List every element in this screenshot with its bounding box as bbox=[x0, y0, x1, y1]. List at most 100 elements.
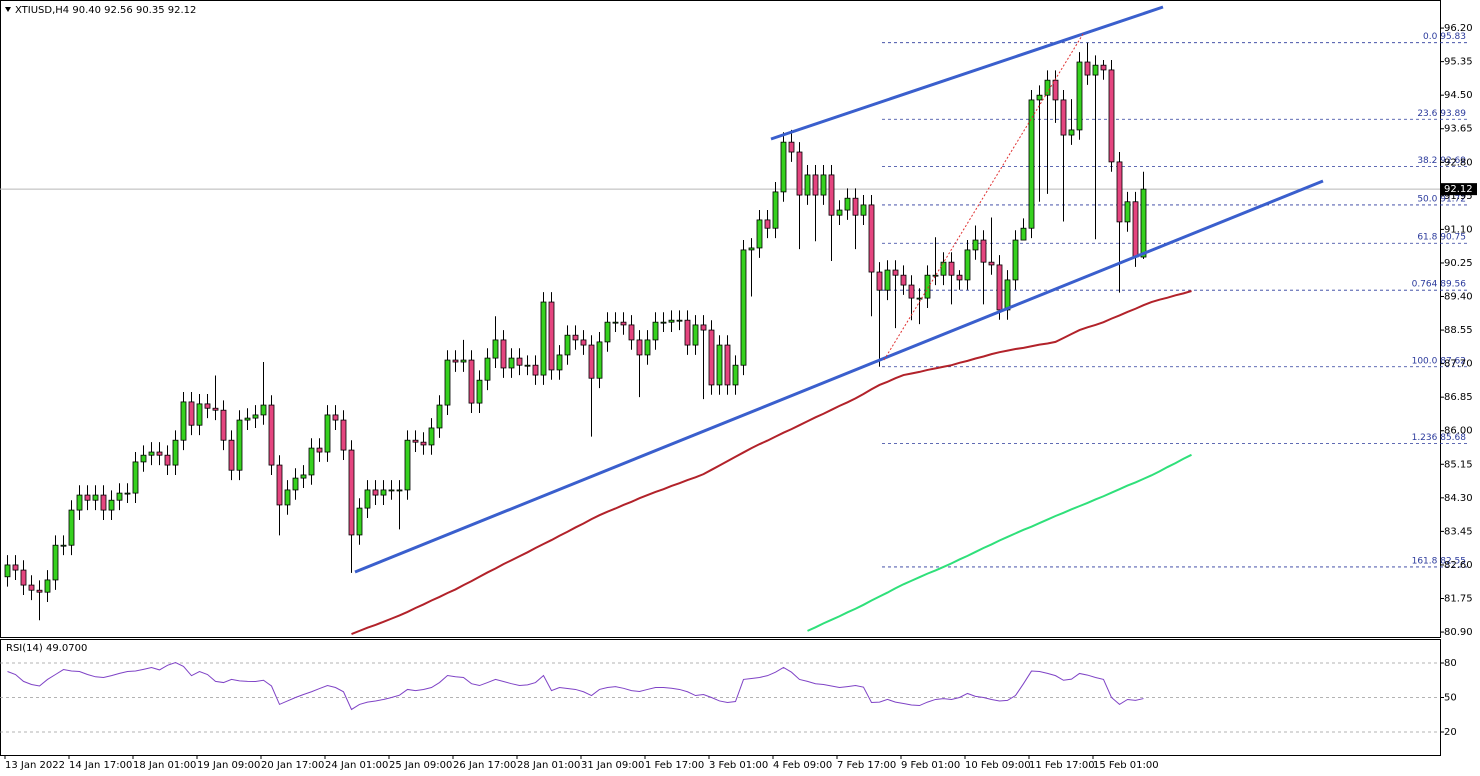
candle-body bbox=[924, 274, 931, 299]
moving-averages bbox=[7, 290, 1192, 711]
candle-body bbox=[844, 197, 851, 211]
candle-body bbox=[660, 321, 667, 324]
x-tick-label: 14 Jan 17:00 bbox=[69, 760, 132, 771]
y-tick-label: 91.95 bbox=[1444, 191, 1473, 202]
candle-body bbox=[796, 151, 803, 196]
moving-average bbox=[807, 453, 1192, 632]
y-tick-label: 90.25 bbox=[1444, 258, 1473, 269]
candle-body bbox=[164, 454, 171, 466]
candle-body bbox=[236, 419, 243, 471]
candle-body bbox=[412, 439, 419, 443]
candle-body bbox=[396, 489, 403, 492]
x-tick-label: 9 Feb 01:00 bbox=[901, 760, 960, 771]
y-tick-label: 95.35 bbox=[1444, 57, 1473, 68]
candle-body bbox=[532, 364, 539, 376]
y-tick-label: 83.45 bbox=[1444, 526, 1473, 537]
candle-body bbox=[980, 239, 987, 263]
y-tick-label: 94.50 bbox=[1444, 90, 1473, 101]
candle-body bbox=[28, 584, 35, 591]
candle-body bbox=[428, 427, 435, 446]
rsi-tick-label: 20 bbox=[1444, 727, 1457, 738]
y-tick-label: 85.15 bbox=[1444, 459, 1473, 470]
candle-body bbox=[316, 447, 323, 453]
x-tick-label: 3 Feb 01:00 bbox=[709, 760, 768, 771]
candle-body bbox=[484, 357, 491, 381]
candle-body bbox=[820, 174, 827, 196]
candle-body bbox=[908, 284, 915, 299]
x-tick-label: 20 Jan 17:00 bbox=[261, 760, 324, 771]
y-tick-label: 87.70 bbox=[1444, 359, 1473, 370]
y-tick-label: 88.55 bbox=[1444, 325, 1473, 336]
candle-body bbox=[1012, 239, 1019, 281]
y-tick-label: 84.30 bbox=[1444, 493, 1473, 504]
y-tick-label: 86.85 bbox=[1444, 392, 1473, 403]
candle-body bbox=[356, 507, 363, 536]
candle-body bbox=[996, 264, 1003, 311]
candle-body bbox=[828, 174, 835, 216]
candle-body bbox=[476, 379, 483, 404]
candle-body bbox=[68, 509, 75, 546]
candle-body bbox=[268, 404, 275, 466]
y-tick-label: 91.10 bbox=[1444, 224, 1473, 235]
candle-body bbox=[692, 324, 699, 346]
y-tick-label: 92.80 bbox=[1444, 157, 1473, 168]
candle-body bbox=[76, 494, 83, 511]
candle-body bbox=[988, 261, 995, 266]
x-tick-label: 4 Feb 09:00 bbox=[773, 760, 832, 771]
candle-body bbox=[420, 441, 427, 446]
candle-body bbox=[1084, 61, 1091, 76]
candle-body bbox=[300, 474, 307, 479]
candle-body bbox=[452, 359, 459, 363]
fib-label: 1.236 85.68 bbox=[1412, 433, 1467, 443]
y-tick-label: 89.40 bbox=[1444, 292, 1473, 303]
candle-body bbox=[804, 174, 811, 196]
candle-body bbox=[1036, 94, 1043, 101]
candle-body bbox=[172, 439, 179, 466]
candles bbox=[4, 42, 1147, 621]
candle-body bbox=[852, 197, 859, 216]
candle-body bbox=[348, 449, 355, 536]
x-tick-label: 28 Jan 01:00 bbox=[517, 760, 580, 771]
x-tick-label: 18 Jan 01:00 bbox=[133, 760, 196, 771]
x-tick-label: 11 Feb 17:00 bbox=[1029, 760, 1095, 771]
candle-body bbox=[748, 247, 755, 251]
candle-body bbox=[388, 489, 395, 492]
candle-body bbox=[724, 344, 731, 386]
candle-body bbox=[196, 403, 203, 426]
candle-body bbox=[1004, 279, 1011, 311]
candle-body bbox=[684, 319, 691, 346]
candle-body bbox=[60, 544, 67, 547]
y-tick-label: 86.00 bbox=[1444, 426, 1473, 437]
candle-body bbox=[36, 589, 43, 593]
candle-body bbox=[972, 239, 979, 251]
candle-body bbox=[276, 464, 283, 506]
candle-body bbox=[140, 454, 147, 463]
rsi-label: RSI(14) 49.0700 bbox=[6, 643, 87, 654]
candle-body bbox=[508, 357, 515, 369]
candle-body bbox=[1108, 69, 1115, 163]
candle-body bbox=[1100, 64, 1107, 71]
candle-body bbox=[460, 359, 467, 363]
fib-label: 100.0 87.62 bbox=[1412, 356, 1466, 366]
candle-body bbox=[572, 334, 579, 341]
x-tick-label: 7 Feb 17:00 bbox=[837, 760, 896, 771]
candle-body bbox=[380, 489, 387, 496]
candle-body bbox=[812, 174, 819, 196]
candle-body bbox=[108, 499, 115, 511]
candle-body bbox=[900, 274, 907, 286]
candle-body bbox=[524, 364, 531, 367]
candle-body bbox=[1060, 99, 1067, 136]
x-tick-label: 31 Jan 09:00 bbox=[581, 760, 644, 771]
candle-body bbox=[940, 261, 947, 276]
candle-body bbox=[548, 301, 555, 371]
fib-label: 23.6 93.89 bbox=[1417, 109, 1466, 119]
candle-body bbox=[148, 451, 155, 456]
y-tick-label: 80.90 bbox=[1444, 627, 1473, 638]
candle-body bbox=[260, 404, 267, 416]
candle-body bbox=[892, 269, 899, 276]
candle-body bbox=[252, 414, 259, 419]
candle-body bbox=[772, 191, 779, 229]
candle-body bbox=[956, 274, 963, 281]
y-tick-label: 93.65 bbox=[1444, 124, 1473, 135]
